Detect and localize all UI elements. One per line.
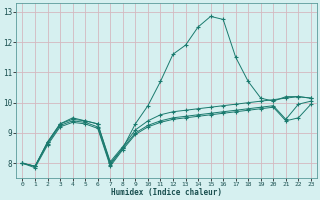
X-axis label: Humidex (Indice chaleur): Humidex (Indice chaleur) — [111, 188, 222, 197]
